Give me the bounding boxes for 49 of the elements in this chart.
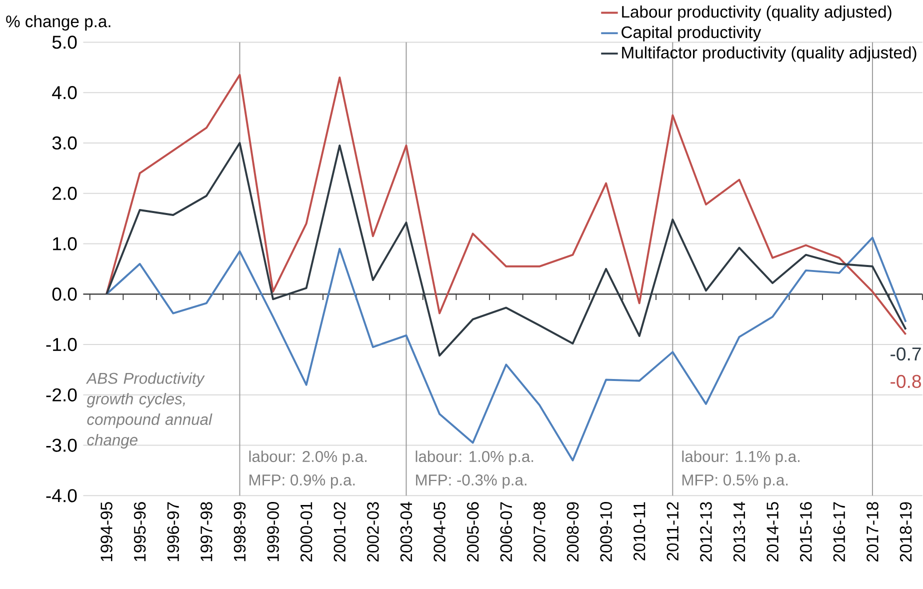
x-tick-label: 1994-95: [100, 502, 112, 562]
annotation: MFP: 0.5% p.a.: [682, 474, 788, 489]
y-tick-label: 2.0: [52, 186, 77, 200]
x-tick-label: 2010-11: [633, 502, 646, 560]
y-tick-label: 0.0: [52, 288, 77, 301]
x-tick-label: 2000-01: [300, 502, 312, 562]
x-tick-label: 2016-17: [833, 502, 846, 562]
annotation: MFP: -0.3% p.a.: [416, 474, 526, 489]
y-tick-label: 5.0: [52, 36, 77, 49]
x-tick-label: 2009-10: [600, 502, 612, 562]
x-tick-label: 2018-19: [900, 502, 912, 562]
y-tick-label: 1.0: [53, 237, 77, 250]
annotation: labour: 2.0% p.a.: [249, 450, 367, 466]
x-tick-label: 2006-07: [500, 502, 512, 562]
line-series: [106, 74, 907, 336]
x-tick-label: 1995-96: [134, 502, 146, 562]
x-tick-label: 2017-18: [866, 502, 878, 562]
x-tick-label: 2013-14: [733, 502, 746, 562]
y-tick-label: -3.0: [46, 438, 77, 452]
x-tick-label: 2001-02: [334, 502, 346, 562]
x-tick-label: 2014-15: [766, 502, 778, 562]
data-label: -0.7: [890, 347, 921, 361]
x-tick-label: 2004-05: [434, 502, 446, 562]
y-tick-label: -4.0: [46, 489, 77, 502]
x-tick-label: 2003-04: [400, 502, 412, 562]
x-tick-label: 1997-98: [200, 502, 212, 562]
annotation: MFP: 0.9% p.a.: [250, 474, 355, 489]
annotation: labour: 1.1% p.a.: [682, 450, 800, 466]
x-tick-label: 1998-99: [234, 502, 246, 562]
annotation: labour: 1.0% p.a.: [416, 450, 534, 466]
x-tick-label: 2008-09: [566, 502, 579, 562]
x-tick-label: 2007-08: [534, 502, 546, 562]
y-tick-label: 3.0: [52, 136, 77, 150]
x-tick-label: 2005-06: [466, 502, 479, 562]
y-tick-label: -1.0: [46, 338, 77, 352]
annotation: ABS Productivity growth cycles, compound annual change: [86, 372, 212, 449]
x-tick-label: 2012-13: [700, 502, 712, 562]
legend-label: Labour productivity (quality adjusted): [622, 6, 892, 22]
x-tick-label: 2015-16: [800, 502, 812, 562]
y-axis-title: % change p.a.: [6, 15, 110, 31]
x-tick-label: 2011-12: [666, 502, 679, 560]
legend-label: Multifactor productivity (quality adjusted): [622, 46, 916, 62]
x-tick-label: 2002-03: [367, 502, 379, 562]
y-tick-label: 4.0: [52, 86, 77, 100]
x-tick-label: 1999-00: [267, 502, 279, 562]
data-label: -0.8: [890, 374, 921, 388]
y-tick-label: -2.0: [46, 388, 77, 402]
legend-label: Capital productivity: [622, 26, 762, 42]
x-tick-label: 1996-97: [167, 502, 180, 562]
